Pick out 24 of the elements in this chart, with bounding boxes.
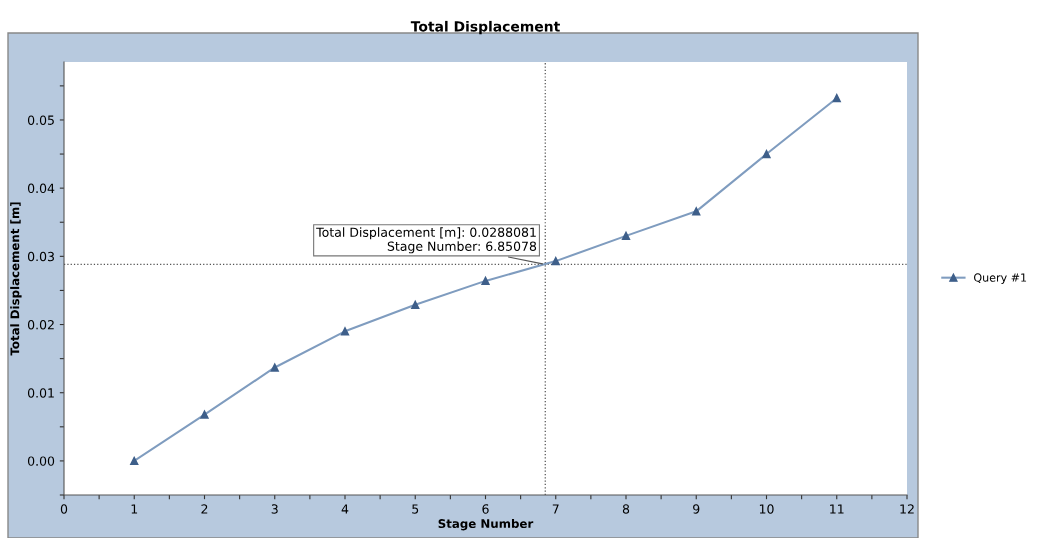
- annotation: Total Displacement [m]: 0.0288081 Stage Number: 6.85078: [316, 227, 537, 254]
- y-tick-label: 0.03: [27, 251, 54, 262]
- x-tick-label: 3: [271, 504, 278, 514]
- x-tick-label: 12: [900, 504, 914, 514]
- x-tick-label: 5: [412, 504, 419, 514]
- y-tick-label: 0.02: [27, 320, 54, 330]
- x-tick-label: 1: [131, 504, 138, 514]
- chart-title: Total Displacement: [410, 20, 560, 35]
- x-tick-label: 9: [693, 504, 700, 514]
- x-tick-label: 11: [830, 504, 844, 514]
- y-tick-label: 0.00: [27, 456, 55, 466]
- x-tick-label: 4: [341, 504, 349, 514]
- x-tick-label: 6: [482, 504, 489, 514]
- y-axis-title: Total Displacement [m]: [10, 202, 22, 356]
- x-tick-label: 0: [60, 504, 68, 514]
- x-tick-label: 10: [759, 504, 774, 514]
- x-tick-label: 7: [552, 504, 559, 514]
- y-tick-label: 0.01: [27, 388, 54, 398]
- x-tick-label: 2: [201, 504, 208, 514]
- y-tick-label: 0.05: [27, 115, 54, 125]
- x-tick-label: 8: [622, 504, 630, 514]
- x-axis-title: Stage Number: [438, 518, 534, 531]
- y-tick-label: 0.04: [27, 183, 55, 194]
- legend-label: Query #1: [974, 273, 1027, 284]
